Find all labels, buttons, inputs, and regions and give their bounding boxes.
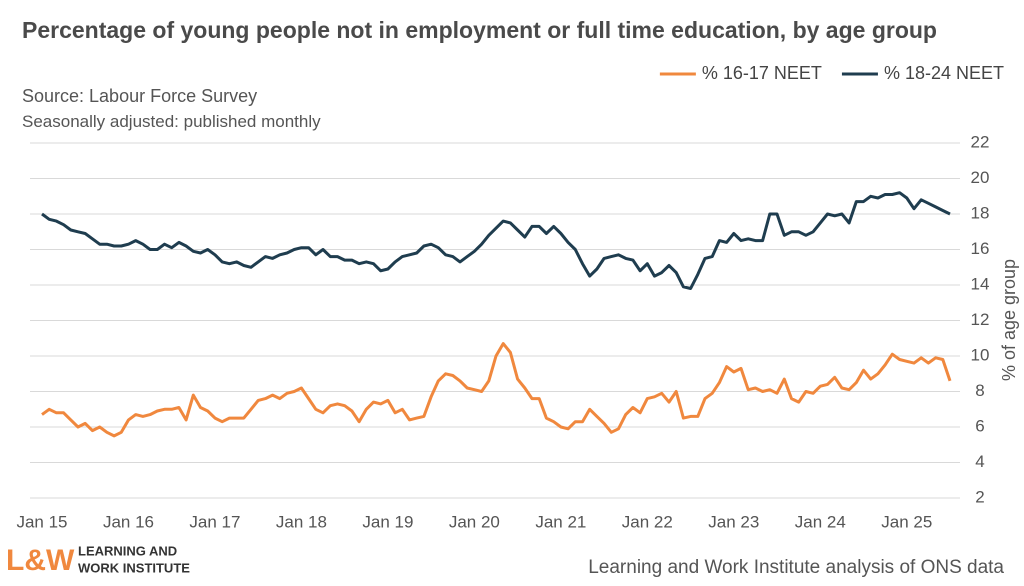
x-tick-label: Jan 23 xyxy=(708,512,759,531)
y-tick-label: 12 xyxy=(971,310,990,329)
x-tick-label: Jan 25 xyxy=(881,512,932,531)
note: Seasonally adjusted: published monthly xyxy=(22,112,321,131)
credit: Learning and Work Institute analysis of … xyxy=(588,557,1004,578)
logo-name: WORK INSTITUTE xyxy=(78,560,190,575)
x-tick-label: Jan 16 xyxy=(103,512,154,531)
x-tick-label: Jan 17 xyxy=(189,512,240,531)
x-tick-label: Jan 24 xyxy=(795,512,846,531)
y-tick-label: 20 xyxy=(971,168,990,187)
x-tick-label: Jan 15 xyxy=(16,512,67,531)
x-tick-label: Jan 19 xyxy=(362,512,413,531)
y-tick-label: 6 xyxy=(975,416,984,435)
y-axis-label: % of age group xyxy=(999,259,1019,381)
y-tick-label: 2 xyxy=(975,487,984,506)
y-tick-label: 8 xyxy=(975,381,984,400)
x-tick-label: Jan 20 xyxy=(449,512,500,531)
x-tick-label: Jan 21 xyxy=(535,512,586,531)
y-tick-label: 4 xyxy=(975,452,984,471)
y-tick-label: 22 xyxy=(971,132,990,151)
y-tick-label: 18 xyxy=(971,203,990,222)
series-line xyxy=(41,342,952,438)
logo-name: LEARNING AND xyxy=(78,543,177,558)
x-tick-label: Jan 18 xyxy=(276,512,327,531)
legend-label: % 18-24 NEET xyxy=(884,63,1004,83)
legend-label: % 16-17 NEET xyxy=(702,63,822,83)
y-tick-label: 14 xyxy=(971,274,990,293)
series-line xyxy=(41,191,951,290)
y-tick-label: 10 xyxy=(971,345,990,364)
chart-title: Percentage of young people not in employ… xyxy=(22,17,937,43)
x-tick-label: Jan 22 xyxy=(622,512,673,531)
subtitle: Source: Labour Force Survey xyxy=(22,86,258,106)
y-tick-label: 16 xyxy=(971,239,990,258)
logo: L&W xyxy=(6,544,75,577)
